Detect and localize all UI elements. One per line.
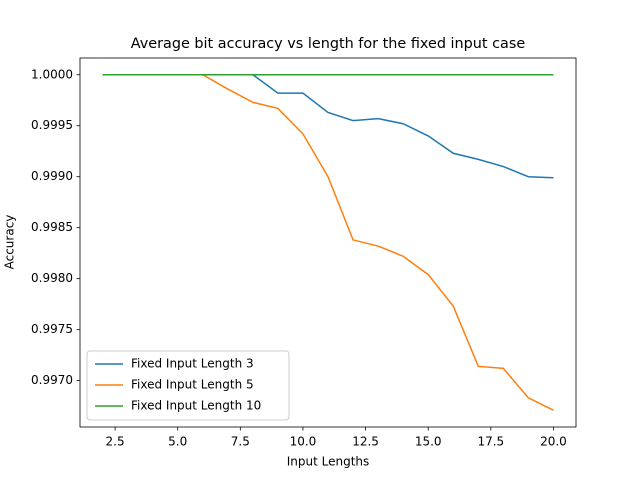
x-tick-label: 20.0 <box>540 435 567 449</box>
y-tick-label: 0.9990 <box>31 169 73 183</box>
x-tick-label: 5.0 <box>168 435 187 449</box>
x-tick-label: 17.5 <box>477 435 504 449</box>
x-tick-label: 12.5 <box>352 435 379 449</box>
x-tick-label: 2.5 <box>106 435 125 449</box>
plot-frame <box>79 57 577 428</box>
legend-label: Fixed Input Length 5 <box>131 378 254 392</box>
y-axis-label: Accuracy <box>3 215 17 270</box>
y-tick-label: 1.0000 <box>31 67 73 81</box>
y-tick-label: 0.9970 <box>31 373 73 387</box>
x-tick-label: 7.5 <box>231 435 250 449</box>
legend-label: Fixed Input Length 3 <box>131 357 254 371</box>
chart-title: Average bit accuracy vs length for the f… <box>131 36 526 52</box>
legend-label: Fixed Input Length 10 <box>131 399 261 413</box>
legend: Fixed Input Length 3 Fixed Input Length 5… <box>86 350 290 421</box>
x-axis-label: Input Lengths <box>287 455 370 469</box>
legend-box <box>86 350 290 421</box>
y-tick-label: 0.9975 <box>31 322 73 336</box>
y-tick-label: 0.9980 <box>31 271 73 285</box>
x-tick-label: 10.0 <box>290 435 317 449</box>
y-tick-label: 0.9995 <box>31 118 73 132</box>
y-tick-label: 0.9985 <box>31 220 73 234</box>
x-tick-label: 15.0 <box>415 435 442 449</box>
